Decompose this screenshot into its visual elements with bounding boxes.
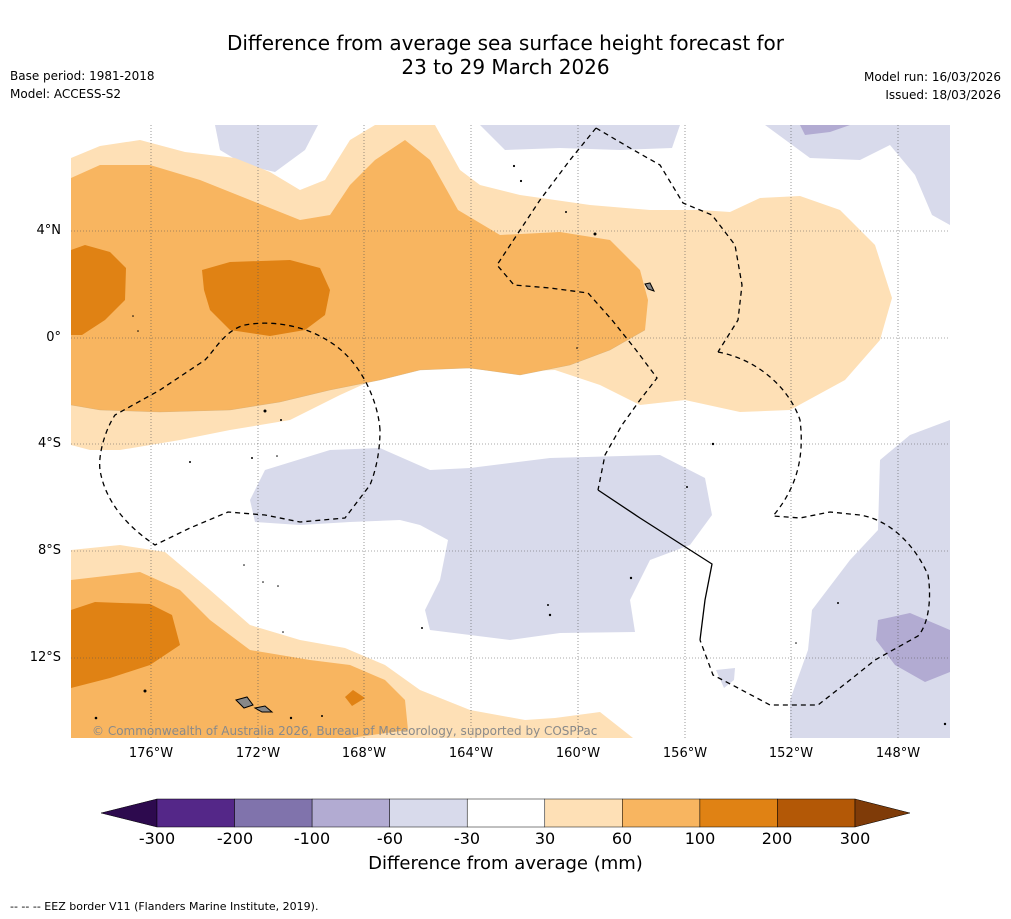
- anomaly-neg-east-darker: [876, 613, 950, 682]
- colorbar-segment--200_-100: [234, 798, 313, 828]
- islands: [235, 282, 655, 713]
- lat-label-0: 0°: [46, 330, 61, 345]
- eez-border-kiribati-line-west: [496, 127, 658, 491]
- base-period: Base period: 1981-2018: [10, 69, 155, 83]
- anomaly-neg-small: [716, 668, 735, 688]
- eez-footnote: -- -- -- EEZ border V11 (Flanders Marine…: [10, 900, 319, 913]
- eez-borders: [99, 127, 931, 706]
- island-kiritimati: [644, 282, 655, 292]
- colorbar-tick-m30: -30: [453, 829, 481, 848]
- anomaly-pos-dark-central: [202, 260, 330, 336]
- colorbar-tick-60: 60: [611, 829, 633, 848]
- colorbar-title: Difference from average (mm): [368, 853, 643, 874]
- meta-left: Base period: 1981-2018 Model: ACCESS-S2: [10, 67, 155, 103]
- eez-border-kiribati-phoenix: [99, 322, 381, 546]
- eez-border-east: [699, 351, 931, 706]
- anomaly-neg-central: [250, 448, 712, 640]
- island-samoa-1: [235, 696, 254, 709]
- lat-label-8s: 8°S: [37, 543, 61, 558]
- eez-border-solid: [597, 489, 713, 641]
- anomaly-pos-dark-small: [345, 690, 365, 706]
- lon-label-148w: 148°W: [875, 746, 921, 761]
- anomaly-pos-equatorial-medium: [71, 140, 648, 412]
- lon-label-156w: 156°W: [662, 746, 708, 761]
- colorbar-segment-60_100: [622, 798, 701, 828]
- copyright-notice: © Commonwealth of Australia 2026, Bureau…: [92, 724, 598, 738]
- anomaly-neg-north-1: [215, 125, 318, 172]
- lon-label-164w: 164°W: [448, 746, 494, 761]
- lat-label-12s: 12°S: [29, 650, 61, 665]
- colorbar-arrow-low: [100, 798, 158, 828]
- anomaly-neg-north-2: [480, 125, 680, 150]
- anomaly-neg-north-3: [765, 125, 950, 225]
- issued-date: Issued: 18/03/2026: [885, 88, 1001, 102]
- colorbar-tick-200: 200: [761, 829, 793, 848]
- lat-label-4s: 4°S: [37, 436, 61, 451]
- colorbar-tick-100: 100: [684, 829, 716, 848]
- gridlines: [71, 125, 950, 738]
- colorbar-arrow-high: [854, 798, 911, 828]
- title-line-1: Difference from average sea surface heig…: [226, 31, 785, 55]
- model-name: Model: ACCESS-S2: [10, 87, 122, 101]
- colorbar-segments: [156, 798, 856, 828]
- colorbar-segment--30_30: [466, 798, 546, 828]
- title-line-2: 23 to 29 March 2026: [401, 55, 610, 79]
- colorbar-segment--300_-200: [156, 798, 235, 828]
- colorbar-tick-m300: -300: [138, 829, 176, 848]
- map-title: Difference from average sea surface heig…: [0, 31, 1011, 79]
- contour-lines: [71, 329, 646, 413]
- meta-right: Model run: 16/03/2026 Issued: 18/03/2026: [864, 68, 1001, 104]
- lon-label-176w: 176°W: [128, 746, 174, 761]
- colorbar-segment-100_200: [699, 798, 778, 828]
- map-field: [71, 125, 950, 738]
- colorbar-segment--60_-30: [389, 798, 468, 828]
- lon-label-172w: 172°W: [235, 746, 281, 761]
- colorbar: [100, 798, 911, 828]
- colorbar-tick-30: 30: [534, 829, 556, 848]
- model-run: Model run: 16/03/2026: [863, 70, 1001, 84]
- anomaly-neg-ne-darker: [800, 125, 850, 135]
- colorbar-tick-m100: -100: [293, 829, 331, 848]
- colorbar-segment-30_60: [544, 798, 623, 828]
- colorbar-tick-m60: -60: [376, 829, 404, 848]
- colorbar-segment--100_-60: [311, 798, 390, 828]
- lon-label-168w: 168°W: [341, 746, 387, 761]
- colorbar-segment-200_300: [777, 798, 856, 828]
- anomaly-pos-dark-south: [71, 602, 180, 688]
- anomaly-pos-dark-west: [71, 245, 126, 335]
- lon-label-152w: 152°W: [768, 746, 814, 761]
- lon-label-160w: 160°W: [555, 746, 601, 761]
- lat-label-4n: 4°N: [36, 223, 62, 238]
- colorbar-tick-300: 300: [839, 829, 871, 848]
- atolls: [94, 164, 947, 726]
- colorbar-tick-m200: -200: [216, 829, 254, 848]
- island-samoa-2: [253, 705, 274, 713]
